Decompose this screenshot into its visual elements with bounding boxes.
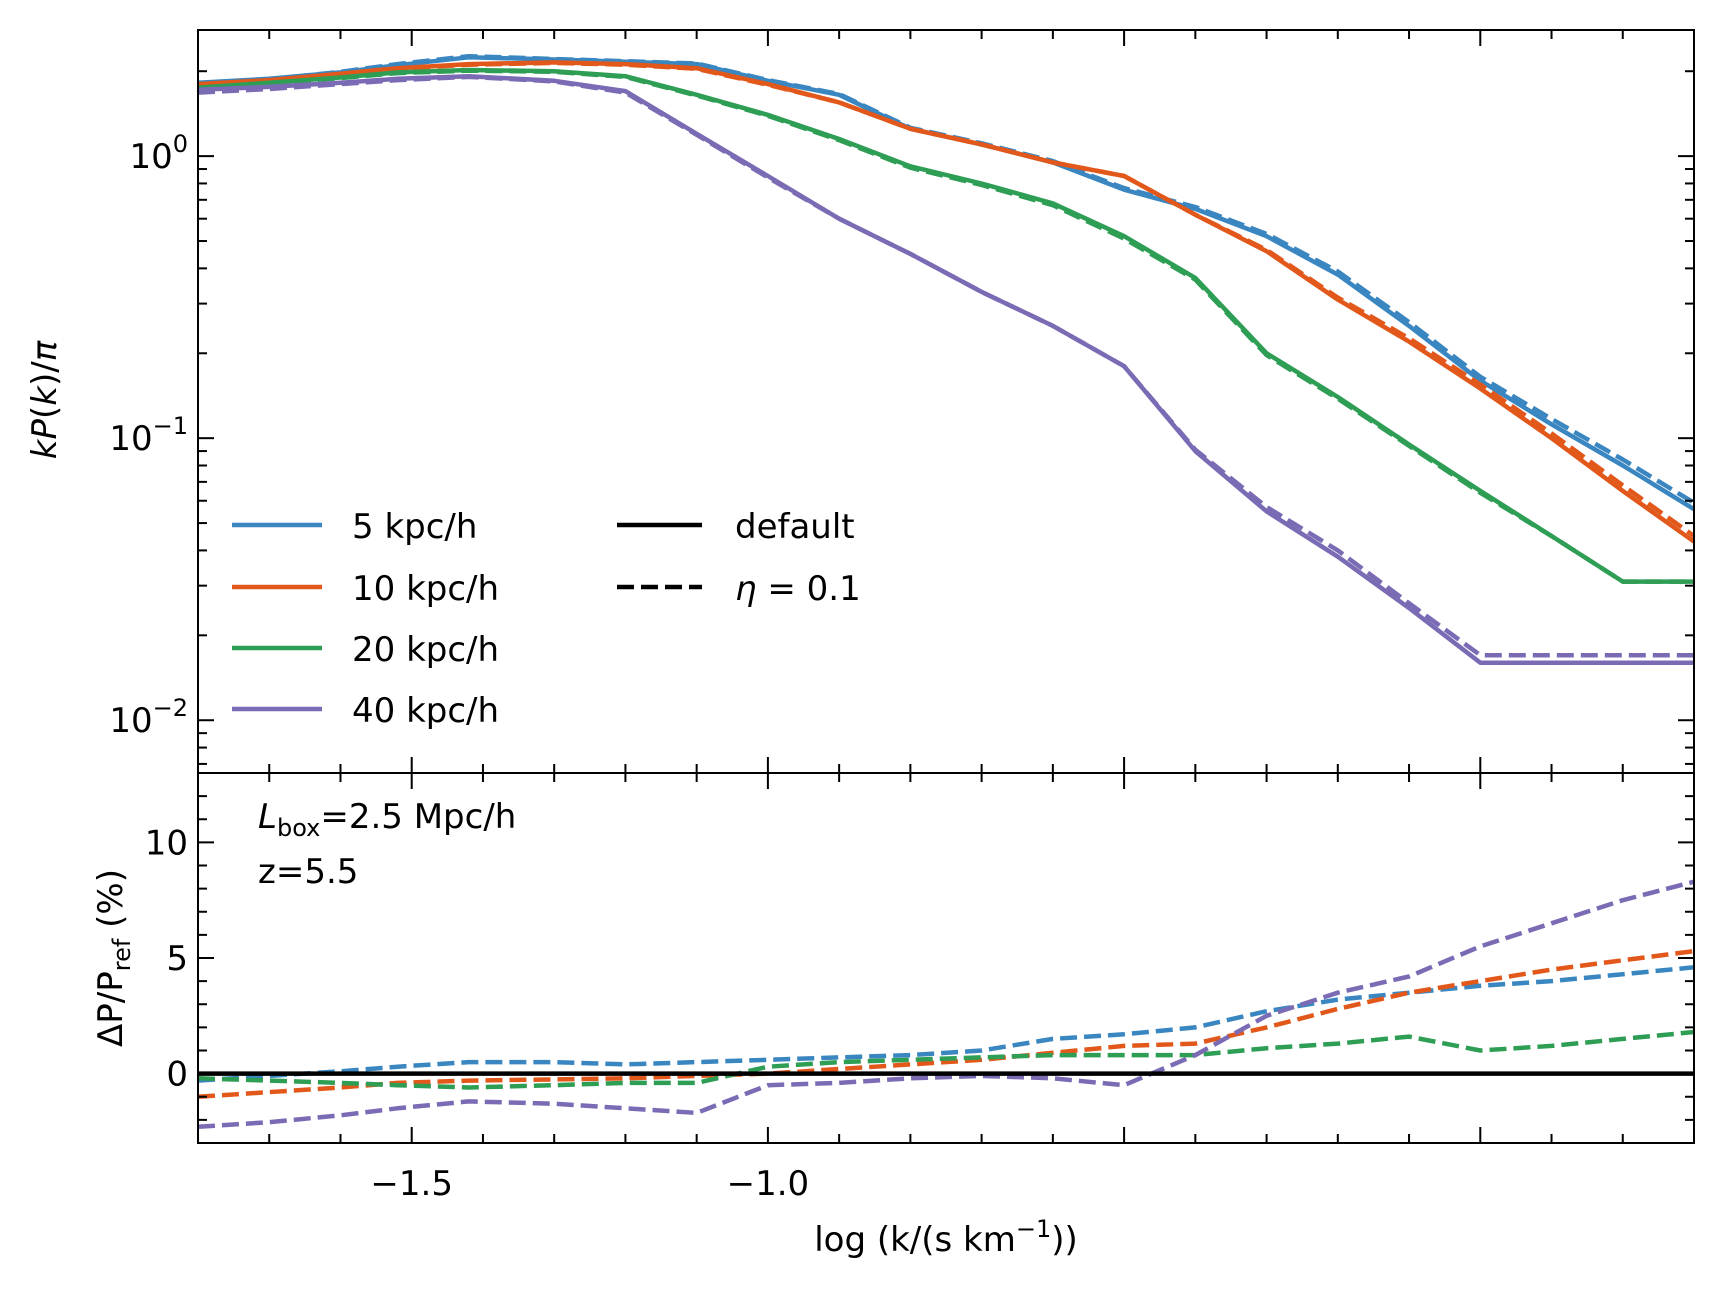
legend-entry-default: default	[617, 507, 855, 547]
x-tick-label-1: −1.0	[727, 1164, 810, 1204]
top-tick-marks	[197, 30, 1695, 773]
bottom-y-tick-label-5: 5	[166, 939, 188, 979]
legend-entry-40kpc: 40 kpc/h	[232, 691, 499, 731]
bottom-series-40-kpc-h-dashed	[198, 879, 1694, 1130]
legend-label-20kpc: 20 kpc/h	[352, 630, 499, 670]
bottom-series-20-kpc-h-dashed	[198, 1029, 1694, 1090]
legend-label-40kpc: 40 kpc/h	[352, 691, 499, 731]
ylabel-percent: (%)	[91, 869, 131, 939]
tick-exponent: −1	[153, 412, 188, 440]
tick-base: 10	[129, 137, 172, 177]
bottom-y-tick-labels: 0 5 10	[145, 823, 188, 1094]
ylabel-k-inner: k	[25, 385, 65, 406]
bottom-y-tick-label-10: 10	[145, 823, 188, 863]
bottom-series-group	[198, 879, 1694, 1130]
legend-label-10kpc: 10 kpc/h	[352, 569, 499, 609]
xlabel-exponent: −1	[1016, 1215, 1051, 1243]
legend-label-default: default	[735, 507, 855, 547]
box-value: =2.5 Mpc/h	[320, 797, 516, 837]
ylabel-close-slash: )/	[25, 361, 65, 386]
ylabel-open-paren: (	[25, 406, 65, 419]
redshift-annotation: z=5.5	[258, 852, 358, 892]
top-series-10-kpc-h-dashed	[198, 60, 1694, 538]
box-size-annotation: Lbox=2.5 Mpc/h	[258, 797, 516, 842]
ylabel-dp: ΔP/P	[91, 971, 131, 1047]
ylabel-pi: π	[25, 340, 65, 361]
top-series-group	[198, 53, 1694, 665]
eta-symbol: η	[735, 569, 757, 609]
bottom-y-tick-label-0: 0	[166, 1055, 188, 1095]
ylabel-ref-subscript: ref	[108, 938, 136, 971]
legend-entry-5kpc: 5 kpc/h	[232, 507, 477, 547]
legend-entry-eta: η = 0.1	[617, 569, 861, 609]
top-y-tick-label-1: 10−1	[109, 412, 188, 459]
box-symbol: L	[258, 797, 277, 837]
bottom-y-axis-label: ΔP/Pref (%)	[91, 869, 136, 1047]
tick-base: 10	[109, 419, 152, 459]
bottom-tick-marks	[197, 773, 1695, 1143]
tick-exponent: −2	[153, 694, 188, 722]
top-series-5-kpc-h-dashed	[198, 53, 1694, 505]
legend-label-eta: η = 0.1	[735, 569, 861, 609]
legend: 5 kpc/h 10 kpc/h 20 kpc/h 40 kpc/h defau…	[232, 507, 861, 731]
ylabel-p: P	[25, 419, 65, 440]
x-tick-label-1-5: −1.5	[370, 1164, 453, 1204]
x-axis-label: log (k/(s km−1))	[814, 1215, 1078, 1260]
bottom-panel: 0 5 10 −1.5 −1.0 ΔP/Pref (%) log (k/(s km−1…	[91, 772, 1695, 1260]
xlabel-close: ))	[1051, 1220, 1078, 1260]
legend-entry-10kpc: 10 kpc/h	[232, 569, 499, 609]
eta-value: = 0.1	[757, 569, 861, 609]
tick-base: 10	[109, 701, 152, 741]
top-y-axis-label: kP(k)/π	[25, 340, 65, 459]
bottom-series-10-kpc-h-dashed	[198, 948, 1694, 1100]
top-y-tick-label-2: 10−2	[109, 694, 188, 741]
tick-exponent: 0	[173, 130, 188, 158]
ylabel-k: k	[25, 438, 65, 459]
legend-entry-20kpc: 20 kpc/h	[232, 630, 499, 670]
box-subscript: box	[277, 814, 320, 842]
bottom-series-5-kpc-h-dashed	[198, 965, 1694, 1083]
top-y-tick-label-0: 100	[129, 130, 188, 177]
top-series-40-kpc-h-dashed	[198, 74, 1694, 658]
top-series-20-kpc-h-dashed	[198, 68, 1694, 584]
xlabel-main: log (k/(s km	[814, 1220, 1016, 1260]
legend-label-5kpc: 5 kpc/h	[352, 507, 477, 547]
bottom-x-tick-labels: −1.5 −1.0	[370, 1164, 809, 1204]
